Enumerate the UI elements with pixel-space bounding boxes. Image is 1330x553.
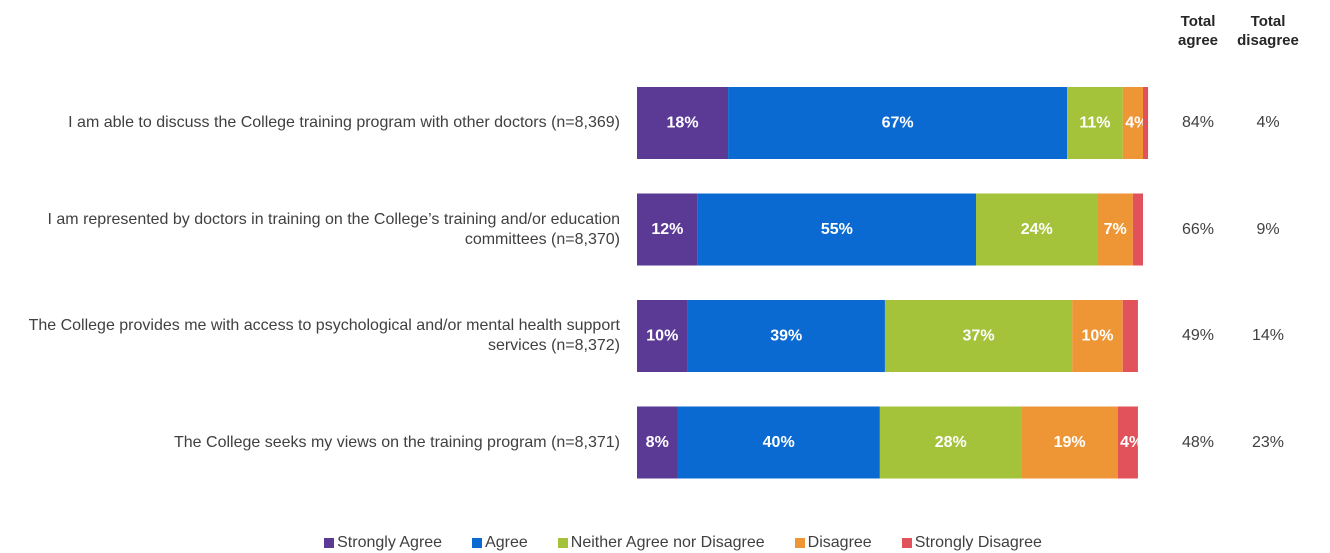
bar-value-label: 11%	[1079, 115, 1110, 132]
category-label: The College provides me with access to p…	[28, 317, 620, 354]
total-value: 84%	[1181, 114, 1215, 131]
bar-value-label: 67%	[882, 115, 914, 132]
legend-item: Agree	[472, 534, 528, 552]
total-value: 49%	[1181, 327, 1215, 344]
bar-segment	[1097, 193, 1133, 266]
legend-swatch	[472, 538, 483, 548]
legend: Strongly Agree Agree Neither Agree nor Dis…	[36, 534, 1330, 552]
legend-swatch	[324, 538, 335, 548]
total-value: 66%	[1181, 220, 1215, 238]
bar-value-label: 7%	[1104, 221, 1127, 238]
bar-segment	[677, 406, 880, 479]
bar-value-label: 39%	[770, 328, 802, 345]
total-value: 48%	[1181, 433, 1215, 451]
legend-swatch	[557, 538, 568, 548]
category-label: The College seeks my views on the traini…	[174, 433, 620, 451]
legend-swatch	[794, 538, 805, 548]
bar-value-label: 18%	[667, 115, 699, 132]
bar-segment	[1122, 87, 1143, 159]
bar-value-label: 37%	[963, 328, 995, 345]
bar-segment	[879, 406, 1022, 479]
bar-value-label: 40%	[763, 434, 795, 451]
legend-label: Disagree	[807, 534, 872, 551]
bar-value-label: 10%	[646, 328, 678, 345]
total-value: 14%	[1251, 327, 1285, 344]
category-label: I am represented by doctors in training …	[47, 210, 621, 248]
bar-segment	[1072, 300, 1123, 372]
bar-value-label: 12%	[651, 221, 683, 238]
bar-value-label: 24%	[1021, 221, 1053, 238]
bar-segment	[884, 300, 1073, 372]
bar-segment	[1117, 406, 1138, 479]
bar-segment	[637, 193, 698, 266]
bar-value-label: 28%	[935, 434, 967, 451]
total-value: 4%	[1256, 114, 1280, 131]
bar-value-label: 10%	[1081, 328, 1113, 345]
legend-item: Strongly Agree	[324, 534, 442, 552]
total-value: 23%	[1251, 433, 1285, 451]
bar-segment	[1132, 193, 1143, 266]
total-header: Total agree	[1177, 13, 1219, 49]
bar-value-label: 4%	[1125, 115, 1148, 132]
legend-item: Neither Agree nor Disagree	[557, 534, 765, 552]
bar-segment	[728, 87, 1068, 159]
legend-label: Strongly Agree	[337, 534, 443, 551]
bar-segment	[1021, 406, 1118, 479]
bar-value-label: 8%	[646, 434, 669, 451]
bar-segment	[1067, 87, 1123, 159]
bar-segment	[687, 300, 885, 372]
bar-segment	[1143, 87, 1149, 159]
bar-segment	[637, 87, 729, 159]
bars	[637, 87, 1149, 479]
total-value: 9%	[1256, 220, 1280, 238]
bar-segment	[1122, 300, 1138, 372]
legend-item: Strongly Disagree	[901, 534, 1042, 552]
bar-value-label: 4%	[1120, 434, 1143, 451]
bar-segment	[697, 193, 977, 266]
legend-label: Agree	[485, 534, 528, 551]
legend-label: Strongly Disagree	[914, 534, 1042, 551]
total-header: Total disagree	[1237, 13, 1299, 49]
bar-segment	[637, 406, 678, 479]
bar-segment	[637, 300, 688, 372]
legend-item: Disagree	[794, 534, 872, 552]
legend-swatch	[901, 538, 912, 548]
bar-labels: 18% 67% 11% 4% 12% 55% 24% 7% 10% 39% 37% 10% 8% 40% 2…	[646, 115, 1148, 452]
bar-value-label: 19%	[1054, 434, 1086, 451]
legend-label: Neither Agree nor Disagree	[570, 534, 765, 551]
category-label: I am able to discuss the College trainin…	[68, 114, 620, 131]
bar-value-label: 55%	[821, 221, 853, 238]
bar-segment	[976, 193, 1098, 266]
